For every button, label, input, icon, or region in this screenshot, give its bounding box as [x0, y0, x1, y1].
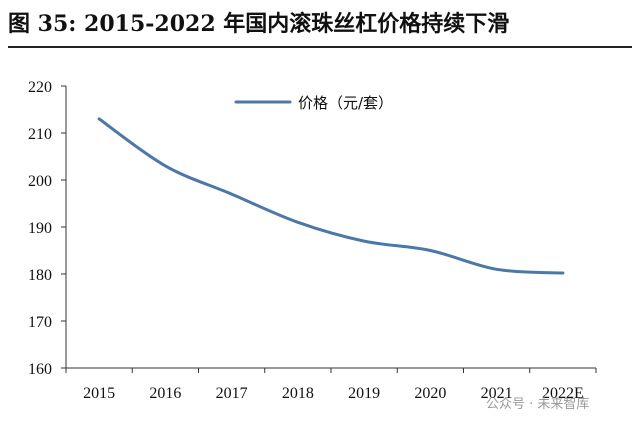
y-tick-label: 200: [28, 173, 52, 190]
y-tick-label: 220: [28, 79, 52, 96]
watermark-text: 公众号 · 未来智库: [486, 396, 589, 412]
x-tick-label: 2018: [282, 385, 314, 402]
chart-series: [97, 117, 565, 275]
price-series-line: [97, 117, 565, 275]
legend-label: 价格（元/套）: [298, 94, 393, 112]
y-tick-label: 170: [28, 314, 52, 331]
chart-legend: 价格（元/套）: [234, 94, 393, 112]
y-tick-label: 190: [28, 220, 52, 237]
y-tick-label: 160: [28, 361, 52, 378]
x-tick-label: 2016: [149, 385, 181, 402]
x-tick-label: 2019: [348, 385, 380, 402]
title-underline: [8, 46, 632, 48]
chart-title: 图 35: 2015-2022 年国内滚珠丝杠价格持续下滑: [8, 11, 510, 37]
x-tick-label: 2020: [414, 385, 446, 402]
chart-axes: [65, 86, 596, 369]
x-tick-label: 2015: [83, 385, 115, 402]
y-tick-label: 210: [28, 126, 52, 143]
x-tick-label: 2021: [481, 385, 513, 402]
y-axis-ticks: 160 170 180 190 200 210 220: [28, 79, 66, 378]
y-tick-label: 180: [28, 267, 52, 284]
x-axis-ticks: 2015 2016 2017 2018 2019 2020 2021 2022E: [65, 368, 597, 402]
x-tick-label: 2017: [216, 385, 248, 402]
x-tick-label: 2022E: [542, 385, 584, 402]
